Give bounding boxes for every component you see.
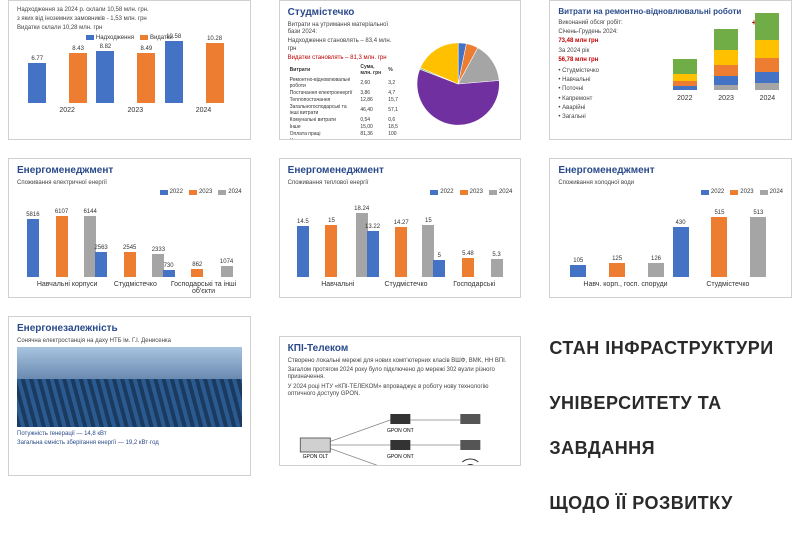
- card2-table: Витрати на утримання матеріальної бази 2…: [288, 22, 400, 140]
- swatch: [140, 35, 148, 40]
- swatch: [86, 35, 94, 40]
- slide-grid: Надходження за 2024 р. склали 10,58 млн.…: [0, 0, 800, 526]
- card3-chart: +19,2% 202220232024: [658, 20, 783, 100]
- card-energy-water: Енергоменеджмент Споживання холодної вод…: [549, 158, 792, 298]
- card-repair-costs: Витрати на ремонтно-відновлювальні робот…: [549, 0, 792, 140]
- card2-pie: [404, 22, 512, 140]
- card-telecom: КПІ-Телеком Створено локальні мережі для…: [279, 336, 522, 466]
- card-solar: Енергонезалежність Сонячна електростанці…: [8, 316, 251, 476]
- card1-chart: 6.778.438.828.4910.5810.28 202220232024: [17, 43, 242, 115]
- svg-text:GPON ONT: GPON ONT: [387, 454, 414, 460]
- card1-sub3: Видатки склали 10,28 млн. грн: [17, 25, 242, 32]
- card1-sub2: з яких від іноземних замовників - 1,53 м…: [17, 16, 242, 23]
- card2-title: Студмістечко: [288, 7, 513, 18]
- svg-text:GPON OLT: GPON OLT: [302, 454, 327, 460]
- svg-text:GPON ONT: GPON ONT: [387, 428, 414, 434]
- card-income-expense: Надходження за 2024 р. склали 10,58 млн.…: [8, 0, 251, 140]
- card5-chart: 14.51518.2413.2214.271555.485.3 Навчальн…: [288, 197, 513, 289]
- main-title-block: СТАН ІНФРАСТРУКТУРИ УНІВЕРСИТЕТУ ТА ЗАВД…: [549, 316, 792, 526]
- card4-chart: 5816610761442563254523337308621074 Навча…: [17, 197, 242, 289]
- card-studmistechko: Студмістечко Витрати на утримання матері…: [279, 0, 522, 140]
- card-energy-electric: Енергоменеджмент Споживання електричної …: [8, 158, 251, 298]
- card-energy-heat: Енергоменеджмент Споживання теплової ене…: [279, 158, 522, 298]
- network-diagram: GPON OLT GPON ONT GPON ONT GPON ONT: [288, 400, 513, 466]
- solar-photo: [17, 347, 242, 427]
- card3-title: Витрати на ремонтно-відновлювальні робот…: [558, 7, 783, 16]
- card1-sub1: Надходження за 2024 р. склали 10,58 млн.…: [17, 7, 242, 14]
- card6-chart: 105125126430515513 Навч. корп., госп. сп…: [558, 197, 783, 289]
